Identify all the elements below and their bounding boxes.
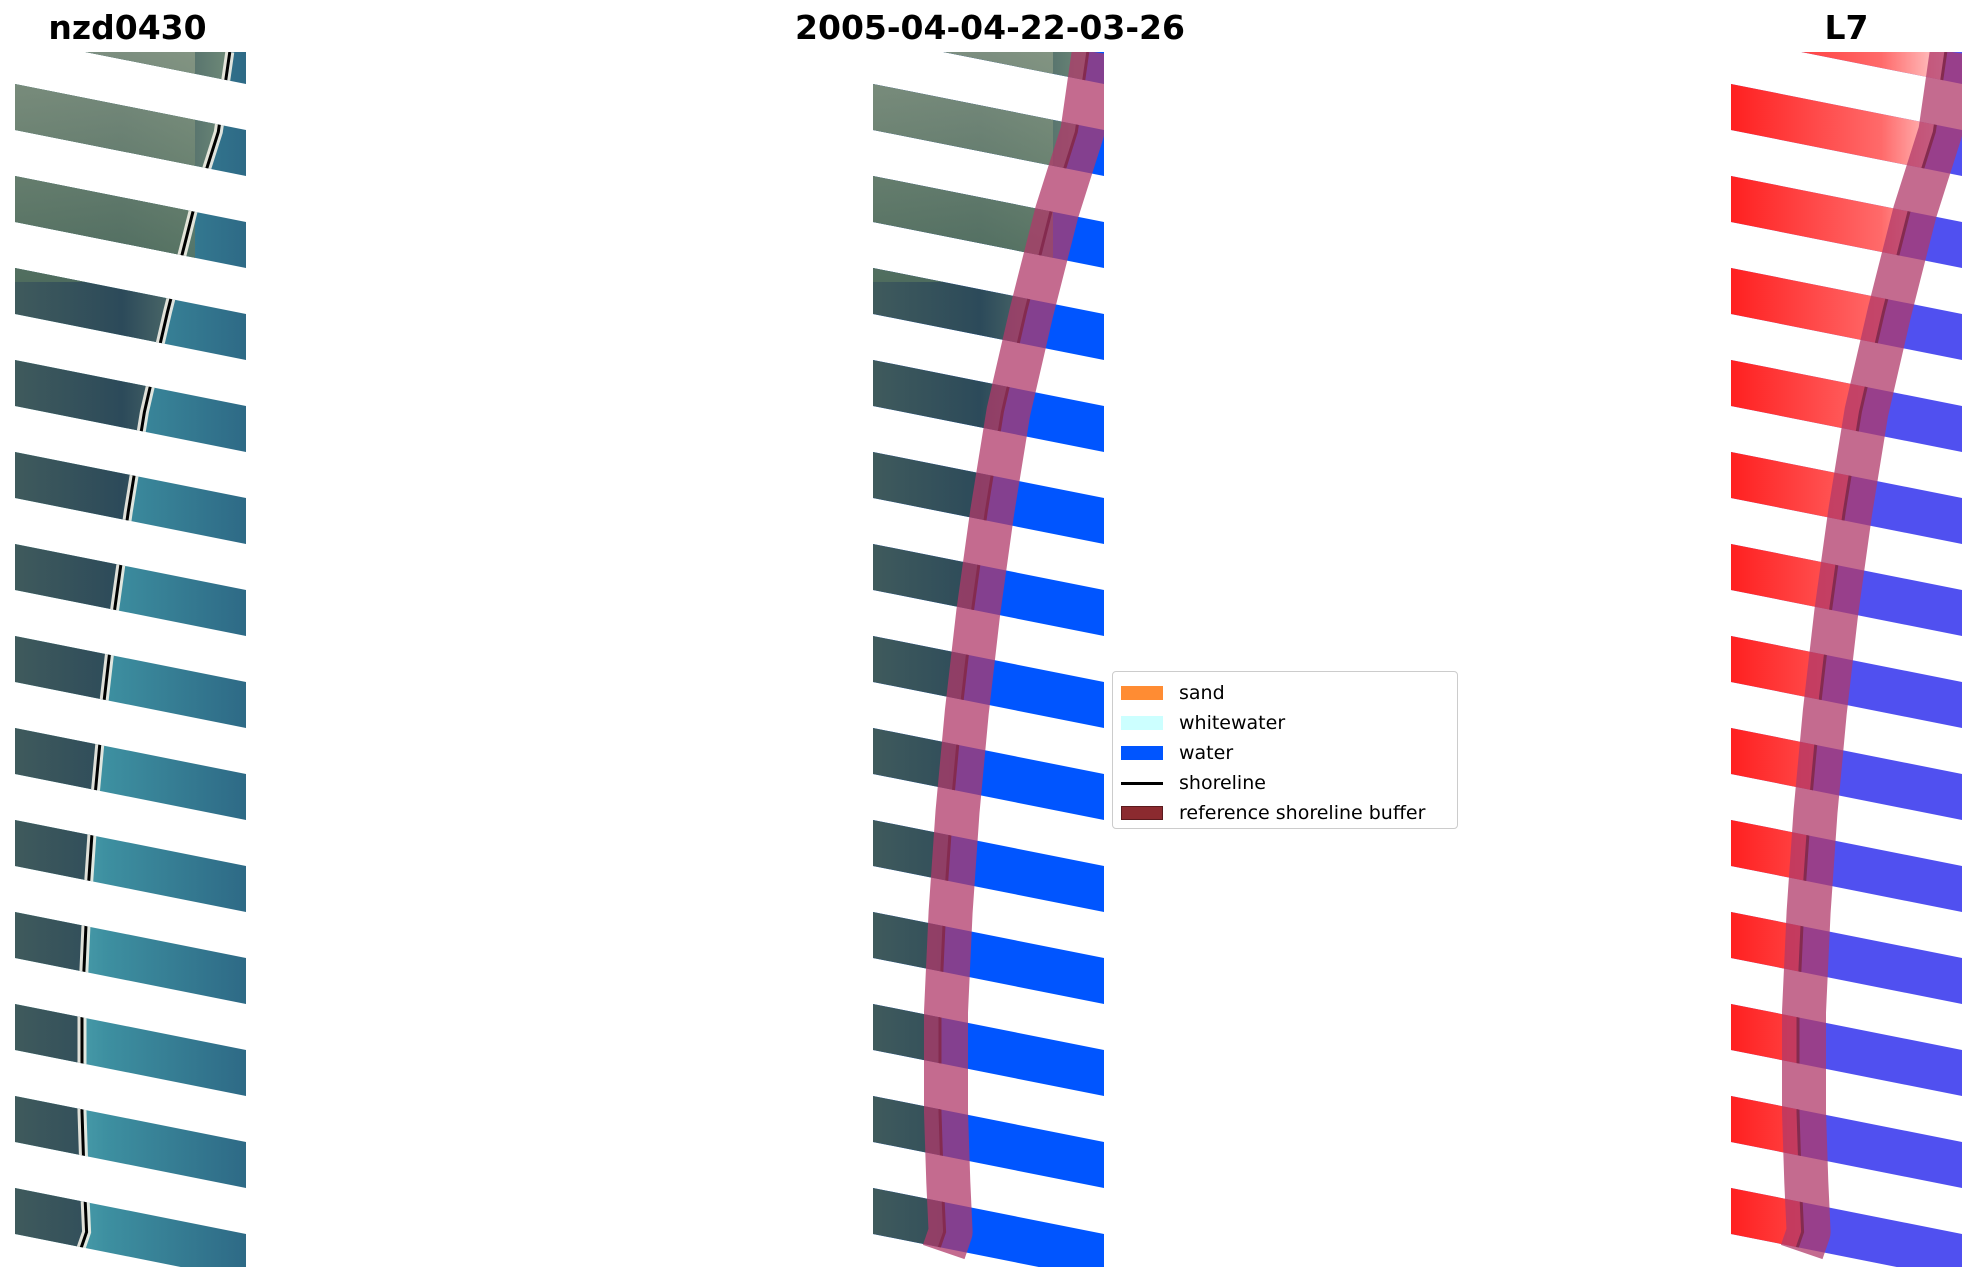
legend-item-shoreline: shoreline [1121, 768, 1449, 798]
mndwi-image-panel [1731, 52, 1962, 1267]
panel-title-satellite: L7 [1824, 8, 1869, 47]
legend-swatch-reference-shoreline-buffer [1121, 806, 1163, 820]
legend-item-sand: sand [1121, 678, 1449, 708]
legend-label-reference-shoreline-buffer: reference shoreline buffer [1179, 802, 1426, 824]
legend: sand whitewater water shoreline referenc… [1112, 671, 1458, 829]
legend-item-reference-shoreline-buffer: reference shoreline buffer [1121, 798, 1449, 828]
legend-item-whitewater: whitewater [1121, 708, 1449, 738]
rgb-image [15, 52, 246, 1267]
panel-title-date: 2005-04-04-22-03-26 [795, 8, 1185, 47]
legend-swatch-water [1121, 746, 1163, 760]
classified-image-panel [873, 52, 1104, 1267]
mndwi-image [1731, 52, 1962, 1267]
legend-swatch-whitewater [1121, 716, 1163, 730]
legend-label-water: water [1179, 742, 1234, 764]
legend-swatch-shoreline [1121, 781, 1163, 785]
legend-label-whitewater: whitewater [1179, 712, 1286, 734]
legend-swatch-sand [1121, 686, 1163, 700]
rgb-image-panel [15, 52, 246, 1267]
legend-label-sand: sand [1179, 682, 1225, 704]
legend-label-shoreline: shoreline [1179, 772, 1266, 794]
legend-item-water: water [1121, 738, 1449, 768]
classified-image [873, 52, 1104, 1267]
panel-title-rgb: nzd0430 [48, 8, 207, 47]
